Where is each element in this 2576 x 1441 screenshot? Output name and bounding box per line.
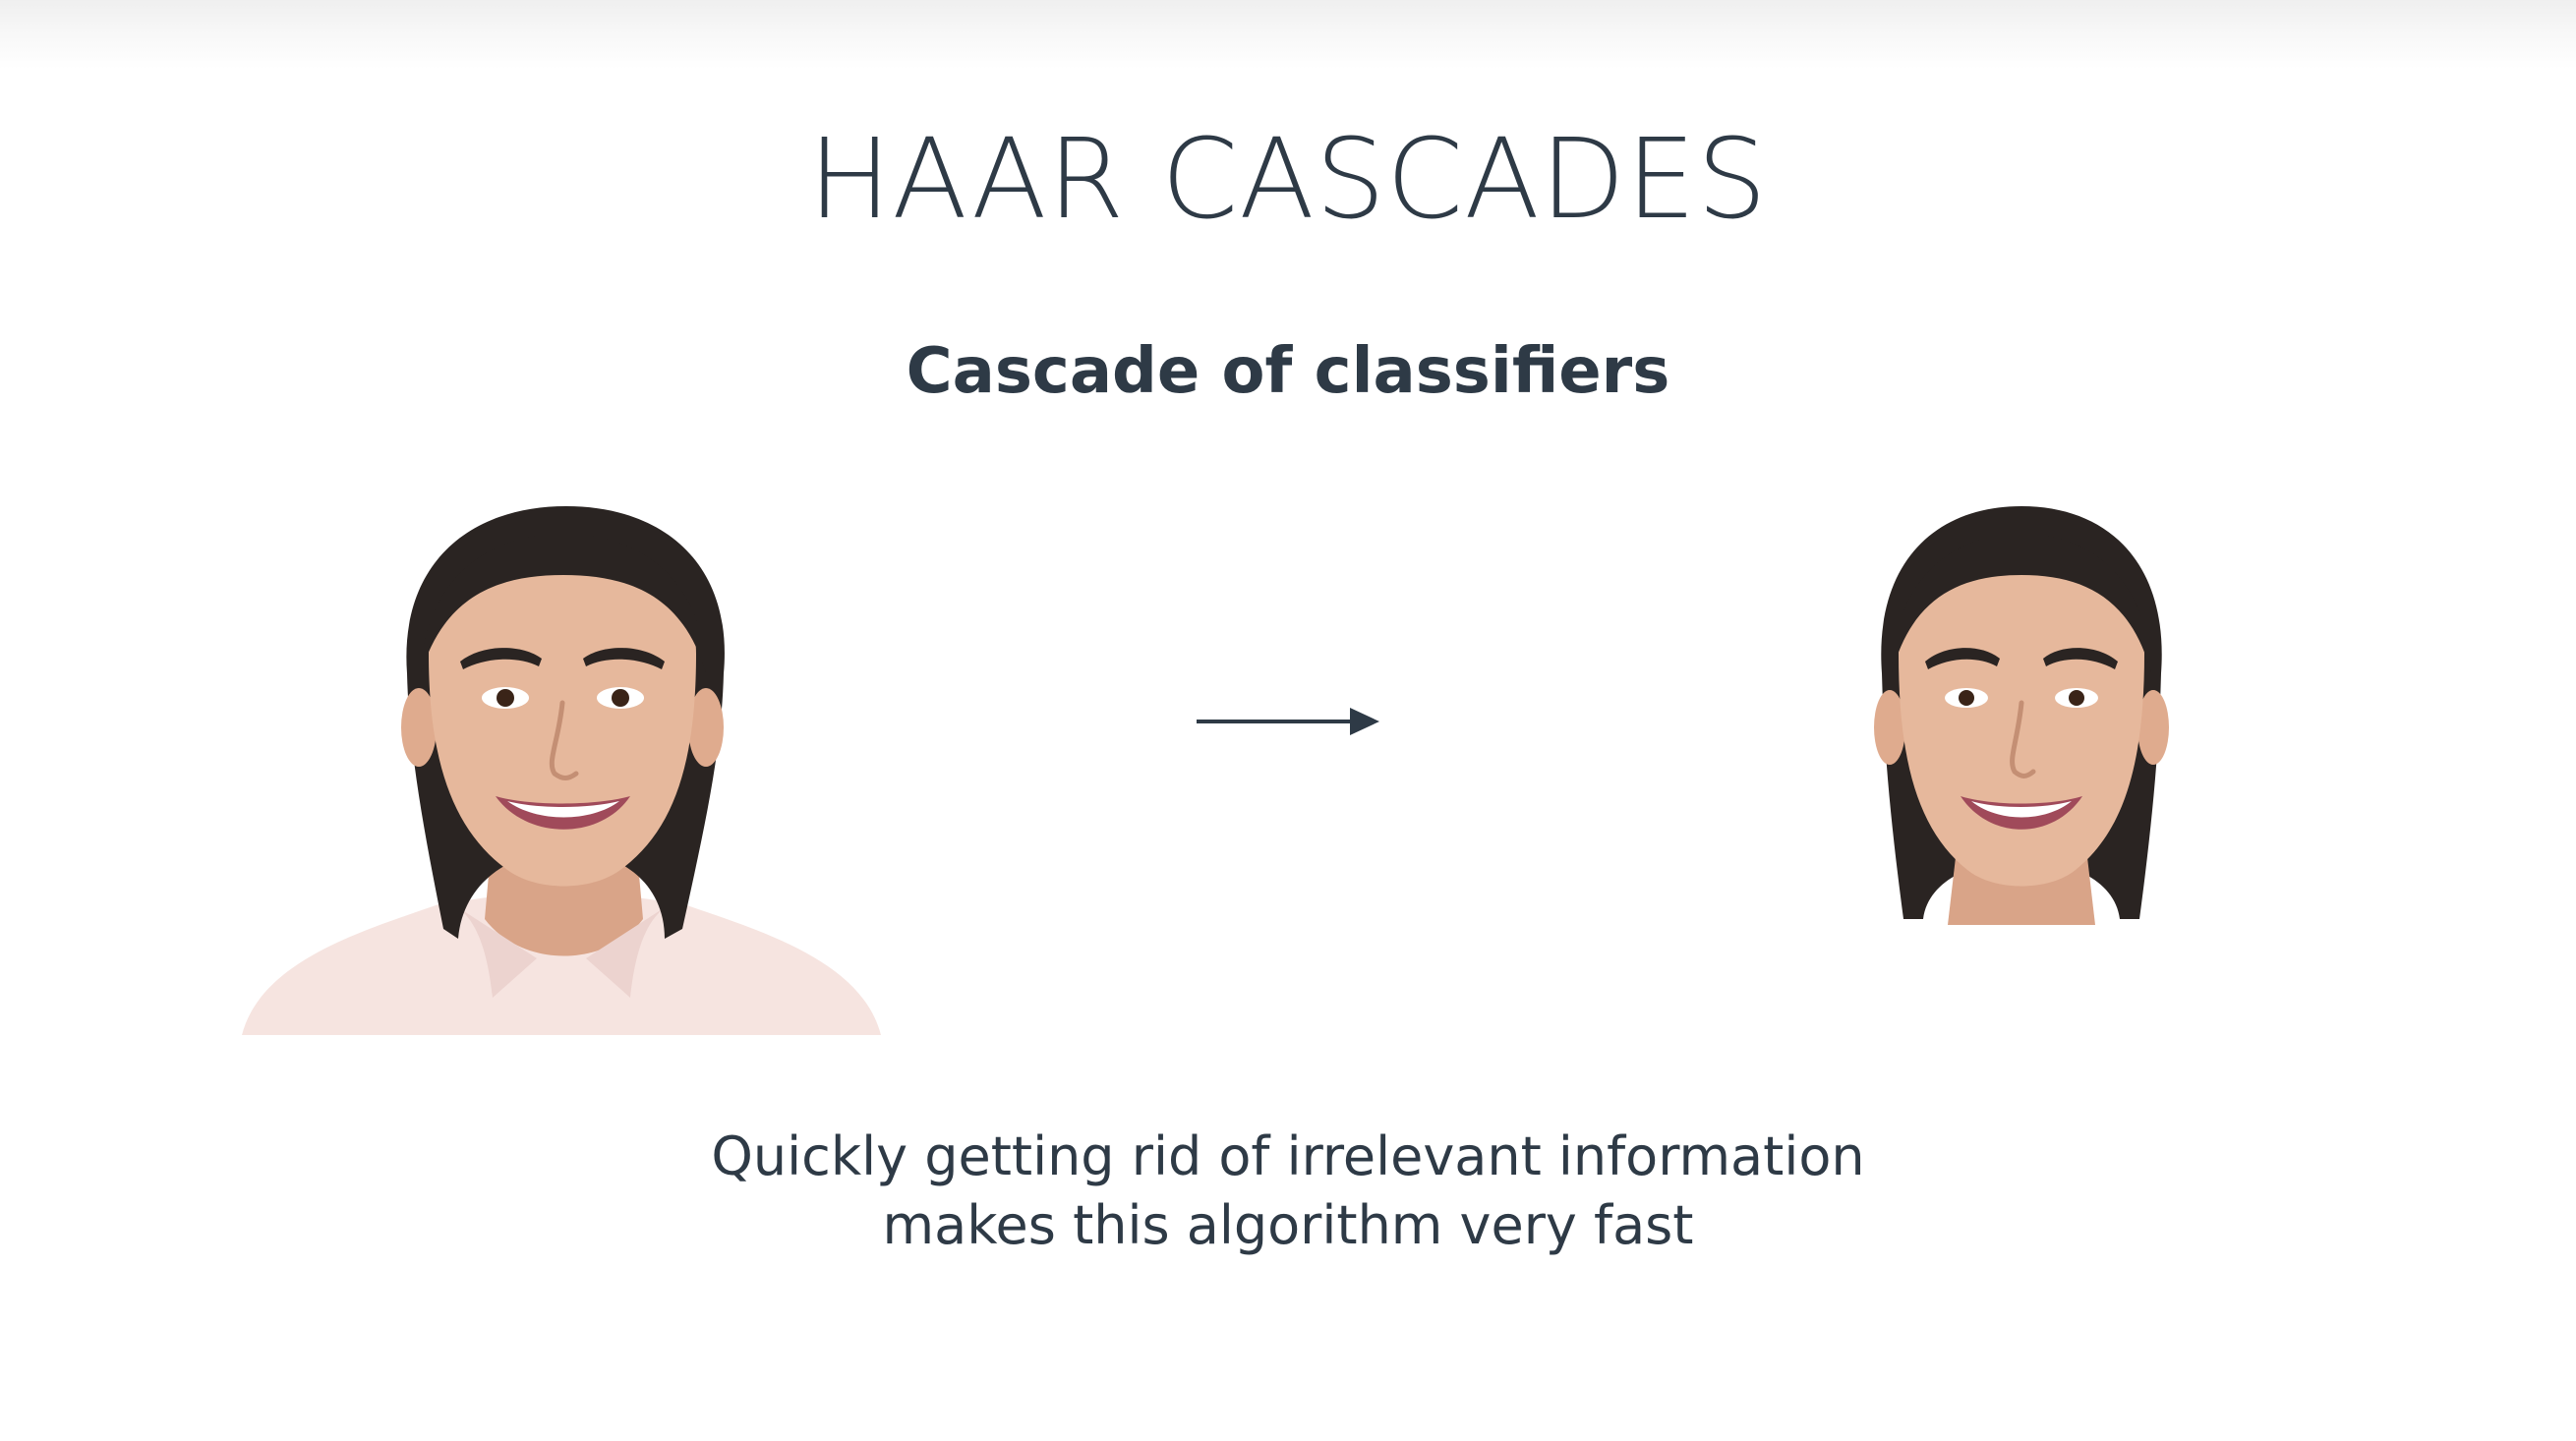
portrait-photo-icon: [242, 506, 881, 1035]
right-arrow-icon: [1197, 708, 1379, 735]
slide-title: HAAR CASCADES: [808, 116, 1768, 244]
top-shadow: [0, 0, 2576, 69]
slide-subtitle: Cascade of classifiers: [906, 335, 1670, 408]
caption-line-2: makes this algorithm very fast: [882, 1194, 1694, 1256]
slide-caption: Quickly getting rid of irrelevant inform…: [0, 1123, 2576, 1260]
caption-line-1: Quickly getting rid of irrelevant inform…: [711, 1125, 1865, 1187]
face-crop-photo-icon: [1874, 506, 2169, 925]
